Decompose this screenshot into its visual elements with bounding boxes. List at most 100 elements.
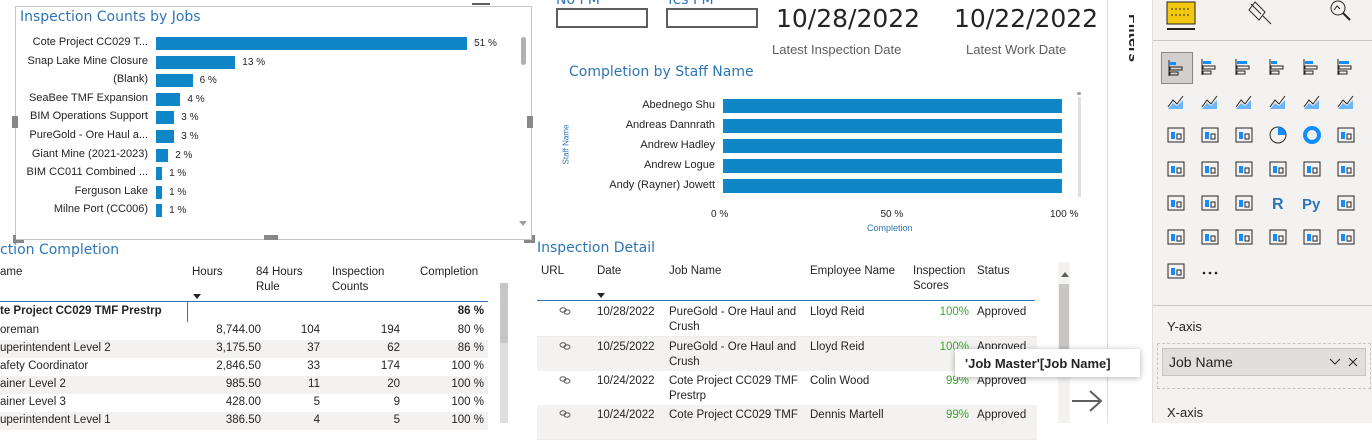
more-options-icon[interactable]: [472, 0, 490, 5]
table-icon[interactable]: [1195, 188, 1225, 218]
col-header-84-hours-rule[interactable]: 84 Hours Rule: [256, 266, 303, 293]
smart-narrative-icon[interactable]: [1229, 222, 1259, 252]
build-visual-tab[interactable]: [1163, 0, 1199, 30]
jobs-bar[interactable]: [156, 204, 163, 218]
link-icon[interactable]: [559, 406, 571, 424]
power-automate-icon[interactable]: [1331, 222, 1361, 252]
table-row[interactable]: uperintendent Level 2 3,175.50 37 62 86 %: [0, 340, 488, 358]
scatter-chart-icon[interactable]: [1229, 120, 1259, 150]
stacked-area-chart-icon[interactable]: [1229, 86, 1259, 116]
qa-icon[interactable]: [1195, 222, 1225, 252]
donut-chart-icon[interactable]: [1297, 120, 1327, 150]
jobs-bar[interactable]: [156, 185, 163, 199]
pie-chart-icon[interactable]: [1263, 120, 1293, 150]
col-header-date[interactable]: Date: [597, 265, 622, 277]
100-stacked-bar-chart-icon[interactable]: [1297, 52, 1327, 82]
staff-bar[interactable]: [723, 179, 1062, 193]
kpi-icon[interactable]: [1331, 154, 1361, 184]
staff-bar[interactable]: [723, 119, 1062, 133]
area-chart-icon[interactable]: [1195, 86, 1225, 116]
col-header-inspection-counts[interactable]: Inspection Counts: [332, 266, 385, 293]
detail-table-scroll-thumb[interactable]: [1059, 284, 1069, 349]
stacked-bar-chart-icon[interactable]: [1161, 52, 1193, 84]
yaxis-well[interactable]: Job Name: [1157, 343, 1371, 389]
completion-table-scroll-thumb[interactable]: [500, 283, 508, 343]
col-header-completion[interactable]: Completion: [420, 266, 479, 278]
sort-desc-icon[interactable]: [193, 294, 201, 299]
yes-pm-slicer[interactable]: [666, 8, 758, 28]
more-visuals-icon[interactable]: [1195, 256, 1225, 286]
line-chart-icon[interactable]: [1161, 86, 1191, 116]
col-header-url[interactable]: URL: [541, 265, 565, 277]
resize-corner-handle[interactable]: [13, 235, 24, 243]
col-header-status[interactable]: Status: [977, 265, 1010, 277]
jobs-bar[interactable]: [156, 55, 236, 69]
ribbon-chart-icon[interactable]: [1331, 86, 1361, 116]
link-icon[interactable]: [559, 303, 571, 321]
format-visual-icon[interactable]: [1245, 0, 1275, 26]
resize-handle[interactable]: [264, 235, 278, 240]
expand-arrow-icon[interactable]: [1070, 386, 1106, 416]
col-header-employee-name[interactable]: Employee Name: [810, 265, 896, 277]
staff-chart-scroll-up-icon[interactable]: [1077, 92, 1081, 95]
no-pm-slicer[interactable]: [556, 8, 648, 28]
sort-desc-icon[interactable]: [597, 293, 605, 298]
decomposition-tree-icon[interactable]: [1161, 222, 1191, 252]
col-header-name[interactable]: ame: [0, 266, 23, 278]
chevron-visual-icon[interactable]: [1161, 256, 1191, 286]
waterfall-chart-icon[interactable]: [1161, 120, 1191, 150]
staff-bar[interactable]: [723, 139, 1062, 153]
filled-map-icon[interactable]: [1195, 154, 1225, 184]
staff-chart-visual[interactable]: Completion by Staff Name Abednego Shu And…: [560, 60, 1090, 238]
jobs-bar[interactable]: [156, 74, 193, 88]
card-icon[interactable]: [1263, 154, 1293, 184]
jobs-chart-scroll-down-icon[interactable]: [519, 221, 527, 226]
multi-row-card-icon[interactable]: [1297, 154, 1327, 184]
latest-work-card[interactable]: 10/22/2022 Latest Work Date: [950, 2, 1100, 60]
python-visual-icon[interactable]: Py: [1297, 188, 1327, 218]
close-icon[interactable]: [1347, 356, 1359, 368]
table-row[interactable]: afety Coordinator 2,846.50 33 174 100 %: [0, 358, 488, 376]
table-row[interactable]: 10/28/2022 PureGold - Ore Haul and Crush Ll…: [537, 302, 1037, 337]
clustered-column-chart-icon[interactable]: [1263, 52, 1293, 82]
staff-chart-scrollbar[interactable]: [1078, 97, 1081, 197]
latest-inspection-card[interactable]: 10/28/2022 Latest Inspection Date: [768, 2, 920, 60]
jobs-bar[interactable]: [156, 37, 468, 50]
group-row[interactable]: te Project CC029 TMF Prestrp 86 %: [0, 303, 488, 321]
col-header-hours[interactable]: Hours: [192, 266, 223, 278]
jobs-bar[interactable]: [156, 167, 163, 181]
chevron-down-icon[interactable]: [1329, 357, 1341, 367]
yaxis-field-pill[interactable]: Job Name: [1162, 348, 1366, 376]
treemap-icon[interactable]: [1331, 120, 1361, 150]
resize-corner-handle[interactable]: [524, 235, 535, 243]
jobs-bar[interactable]: [156, 92, 181, 106]
r-visual-icon[interactable]: R: [1263, 188, 1293, 218]
jobs-chart-visual[interactable]: Inspection Counts by Jobs Cote Project C…: [15, 6, 532, 240]
clustered-bar-chart-icon[interactable]: [1229, 52, 1259, 82]
map-icon[interactable]: [1161, 154, 1191, 184]
jobs-bar[interactable]: [156, 130, 175, 143]
completion-table-scrollbar[interactable]: [500, 283, 508, 423]
col-header-job-name[interactable]: Job Name: [669, 265, 722, 277]
key-influencers-icon[interactable]: [1331, 188, 1361, 218]
line-clustered-column-chart-icon[interactable]: [1297, 86, 1327, 116]
jobs-bar[interactable]: [156, 148, 169, 162]
link-icon[interactable]: [559, 338, 571, 356]
jobs-bar[interactable]: [156, 111, 175, 125]
table-row[interactable]: ainer Level 2 985.50 11 20 100 %: [0, 376, 488, 394]
resize-handle[interactable]: [12, 116, 18, 128]
analytics-icon[interactable]: [1325, 0, 1355, 26]
col-header-inspection-scores[interactable]: Inspection Scores: [913, 265, 966, 292]
resize-handle[interactable]: [527, 116, 533, 128]
gauge-icon[interactable]: [1229, 154, 1259, 184]
link-icon[interactable]: [559, 372, 571, 390]
100-stacked-column-chart-icon[interactable]: [1331, 52, 1361, 82]
table-row[interactable]: 10/24/2022 Cote Project CC029 TMF Prestrp C…: [537, 371, 1037, 406]
table-row[interactable]: uperintendent Level 1 386.50 4 5 100 %: [0, 412, 488, 430]
detail-table-scroll-up-icon[interactable]: [1061, 272, 1069, 277]
table-row[interactable]: ainer Level 3 428.00 5 9 100 %: [0, 394, 488, 412]
line-column-chart-icon[interactable]: [1263, 86, 1293, 116]
power-apps-icon[interactable]: [1297, 222, 1327, 252]
table-row[interactable]: oreman 8,744.00 104 194 80 %: [0, 322, 488, 340]
slicer-icon[interactable]: [1161, 188, 1191, 218]
